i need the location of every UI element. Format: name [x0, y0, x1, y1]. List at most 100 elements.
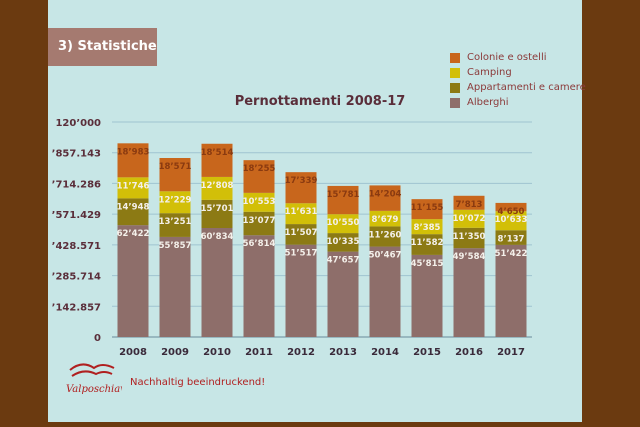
legend-label: Alberghi: [467, 97, 509, 108]
y-tick-label: 0: [94, 333, 101, 344]
y-tick-label: ’857.143: [52, 149, 101, 160]
x-tick-label: 2011: [245, 347, 273, 358]
data-label: 8’137: [498, 234, 525, 244]
bar-segment: [159, 213, 191, 237]
bar-segment: [411, 199, 443, 220]
bar-segment: [159, 157, 191, 192]
y-tick-label: ’428.571: [52, 241, 101, 252]
bar-segment: [495, 211, 527, 231]
bar-segment: [327, 251, 359, 337]
bar-segment: [201, 176, 233, 200]
data-label: 15’701: [201, 204, 234, 214]
y-tick-label: ’571.429: [52, 210, 101, 221]
data-label: 10’550: [327, 218, 360, 228]
data-label: 60’834: [201, 232, 234, 242]
data-label: 14’204: [369, 189, 402, 199]
chart-title: Pernottamenti 2008-17: [234, 94, 406, 109]
data-label: 18’514: [201, 148, 234, 158]
y-tick-label: ’285.714: [52, 272, 101, 283]
bar-segment: [369, 226, 401, 247]
x-tick-label: 2009: [161, 347, 189, 358]
legend-item: Colonie e ostelli: [450, 50, 586, 65]
bar-segment: [453, 209, 485, 228]
data-label: 12’808: [201, 181, 234, 191]
data-label: 47’657: [327, 256, 360, 266]
legend-swatch: [450, 82, 460, 93]
data-label: 11’631: [285, 207, 318, 217]
data-label: 10’553: [243, 197, 276, 207]
data-label: 18’255: [243, 164, 276, 174]
data-label: 49’584: [453, 252, 486, 262]
bar-segment: [453, 195, 485, 210]
bar-segment: [327, 214, 359, 234]
bar-segment: [117, 177, 149, 199]
legend-label: Camping: [467, 67, 512, 78]
x-tick-label: 2015: [413, 347, 441, 358]
bar-segment: [243, 211, 275, 236]
data-label: 55’857: [159, 241, 192, 251]
valposchiavo-logo: Valposchiavo: [66, 363, 122, 395]
bar-segment: [411, 254, 443, 337]
data-label: 7’813: [456, 200, 483, 210]
legend-swatch: [450, 97, 460, 108]
bar-segment: [243, 160, 275, 193]
legend-swatch: [450, 67, 460, 78]
bar-segment: [159, 191, 191, 214]
legend: Colonie e ostelli Camping Appartamenti e c…: [450, 50, 586, 110]
data-label: 12’229: [159, 195, 192, 205]
data-label: 13’251: [159, 217, 192, 227]
y-tick-label: ’714.286: [52, 179, 101, 190]
tagline: Nachhaltig beeindruckend!: [130, 377, 266, 388]
bar-segment: [411, 234, 443, 255]
x-tick-label: 2008: [119, 347, 147, 358]
bar-segment: [117, 198, 149, 226]
legend-item: Appartamenti e camere: [450, 80, 586, 95]
y-tick-label: 120’000: [55, 118, 101, 129]
bar-segment: [453, 248, 485, 337]
bar-segment: [117, 143, 149, 178]
bar-segment: [285, 244, 317, 337]
slide-title: 3) Statistiche: [48, 28, 157, 66]
bar-segment: [369, 210, 401, 227]
legend-item: Alberghi: [450, 95, 586, 110]
bar-segment: [285, 172, 317, 204]
bar-segment: [453, 227, 485, 249]
data-label: 8’679: [372, 215, 399, 225]
bar-segment: [327, 233, 359, 252]
data-label: 17’339: [285, 176, 318, 186]
data-label: 11’582: [411, 238, 444, 248]
data-label: 13’077: [243, 216, 276, 226]
data-label: 56’814: [243, 239, 276, 249]
data-label: 11’507: [285, 228, 318, 238]
data-label: 45’815: [411, 259, 444, 269]
bar-segment: [285, 203, 317, 225]
data-label: 18’983: [117, 147, 150, 157]
bar-segment: [201, 228, 233, 337]
data-label: 14’948: [117, 202, 150, 212]
legend-item: Camping: [450, 65, 586, 80]
data-label: 11’155: [411, 203, 444, 213]
x-tick-label: 2014: [371, 347, 399, 358]
bar-segment: [285, 224, 317, 245]
legend-swatch: [450, 52, 460, 63]
data-label: 10’072: [453, 214, 486, 224]
bar-segment: [411, 219, 443, 235]
logo-text: Valposchiavo: [66, 384, 122, 395]
x-tick-label: 2013: [329, 347, 357, 358]
legend-label: Appartamenti e camere: [467, 82, 586, 93]
x-tick-label: 2010: [203, 347, 231, 358]
bar-segment: [369, 246, 401, 337]
data-label: 8’385: [414, 223, 441, 233]
data-label: 51’517: [285, 249, 318, 259]
x-tick-label: 2012: [287, 347, 315, 358]
data-label: 50’467: [369, 251, 402, 261]
data-label: 62’422: [117, 229, 150, 239]
data-label: 15’781: [327, 190, 360, 200]
bar-segment: [495, 202, 527, 212]
x-tick-label: 2016: [455, 347, 483, 358]
bar-segment: [201, 143, 233, 177]
bar-segment: [159, 236, 191, 337]
data-label: 11’260: [369, 230, 402, 240]
bar-segment: [495, 244, 527, 337]
